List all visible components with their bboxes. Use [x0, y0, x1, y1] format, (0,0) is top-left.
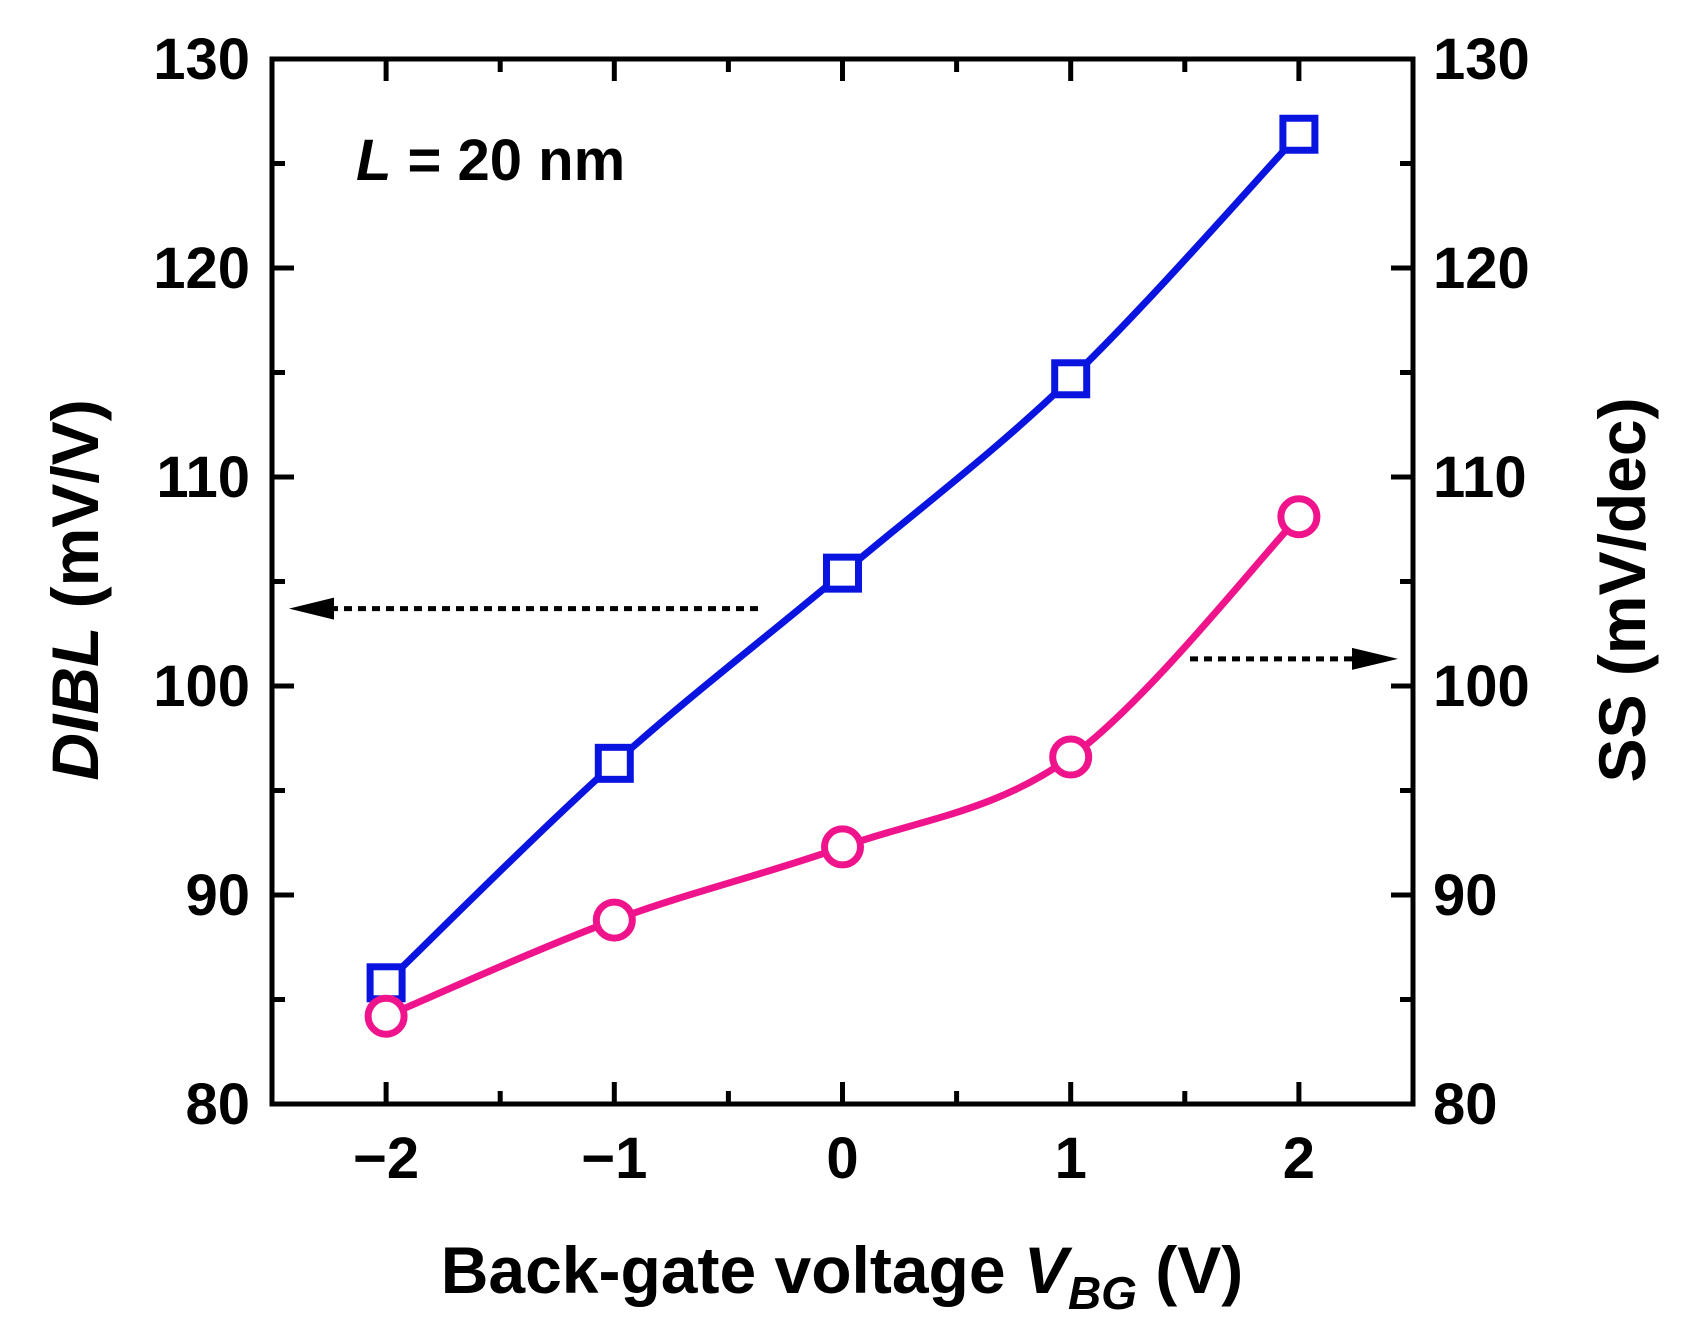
series-markers — [364, 114, 1321, 1038]
x-tick-labels: −2 −1 0 1 2 — [353, 1126, 1315, 1191]
y-tick-label-right: 90 — [1433, 863, 1498, 928]
annotation-var: L — [356, 128, 391, 193]
y-tick-label-left: 100 — [153, 654, 250, 719]
left-arrow-head — [289, 597, 334, 620]
x-axis-title-main: Back-gate voltage — [441, 1233, 1024, 1307]
y-tick-label-left: 80 — [185, 1072, 250, 1137]
y-tick-labels-right: 80 90 100 110 120 130 — [1433, 27, 1530, 1137]
right-arrow-head — [1352, 647, 1398, 670]
square-marker — [823, 553, 862, 593]
circle-marker — [1049, 735, 1093, 779]
circle-marker — [821, 825, 864, 869]
y-tick-label-right: 100 — [1433, 654, 1530, 719]
y-axis-title-right: SS (mV/dec) — [1585, 397, 1659, 782]
circle-marker — [364, 994, 408, 1038]
y-axis-title-left: DIBL (mV/V) — [38, 399, 112, 780]
y-axis-title-left-unit: (mV/V) — [38, 399, 112, 626]
annotation-rest: = 20 nm — [391, 128, 625, 193]
axis-arrows — [289, 597, 1398, 670]
x-axis-title: Back-gate voltage VBG (V) — [441, 1233, 1244, 1319]
x-tick-label: 2 — [1283, 1126, 1315, 1191]
y-tick-label-right: 120 — [1433, 236, 1530, 301]
square-marker — [1051, 359, 1091, 399]
y-tick-labels-left: 80 90 100 110 120 130 — [153, 27, 250, 1137]
y-tick-label-right: 130 — [1433, 27, 1530, 92]
x-axis-title-var: V — [1024, 1233, 1073, 1307]
x-axis-title-sub: BG — [1068, 1267, 1137, 1319]
x-axis-title-unit: (V) — [1137, 1233, 1243, 1307]
square-marker — [366, 963, 406, 1003]
y-axis-title-left-var: DIBL — [38, 627, 112, 781]
y-tick-label-right: 110 — [1433, 445, 1527, 510]
square-marker — [1279, 114, 1319, 154]
x-tick-label: −1 — [581, 1126, 647, 1191]
y-tick-label-left: 110 — [156, 445, 250, 510]
circle-marker — [592, 898, 636, 942]
annotation: L = 20 nm — [356, 128, 625, 193]
square-marker — [594, 743, 634, 783]
y-tick-label-left: 130 — [153, 27, 250, 92]
x-tick-label: −2 — [353, 1126, 419, 1191]
plot-frame — [269, 56, 1416, 1107]
x-tick-label: 0 — [826, 1126, 858, 1191]
circle-marker — [1277, 495, 1321, 539]
y-tick-label-right: 80 — [1433, 1072, 1498, 1137]
y-tick-label-left: 120 — [153, 236, 250, 301]
x-tick-label: 1 — [1055, 1126, 1087, 1191]
y-tick-label-left: 90 — [185, 863, 250, 928]
